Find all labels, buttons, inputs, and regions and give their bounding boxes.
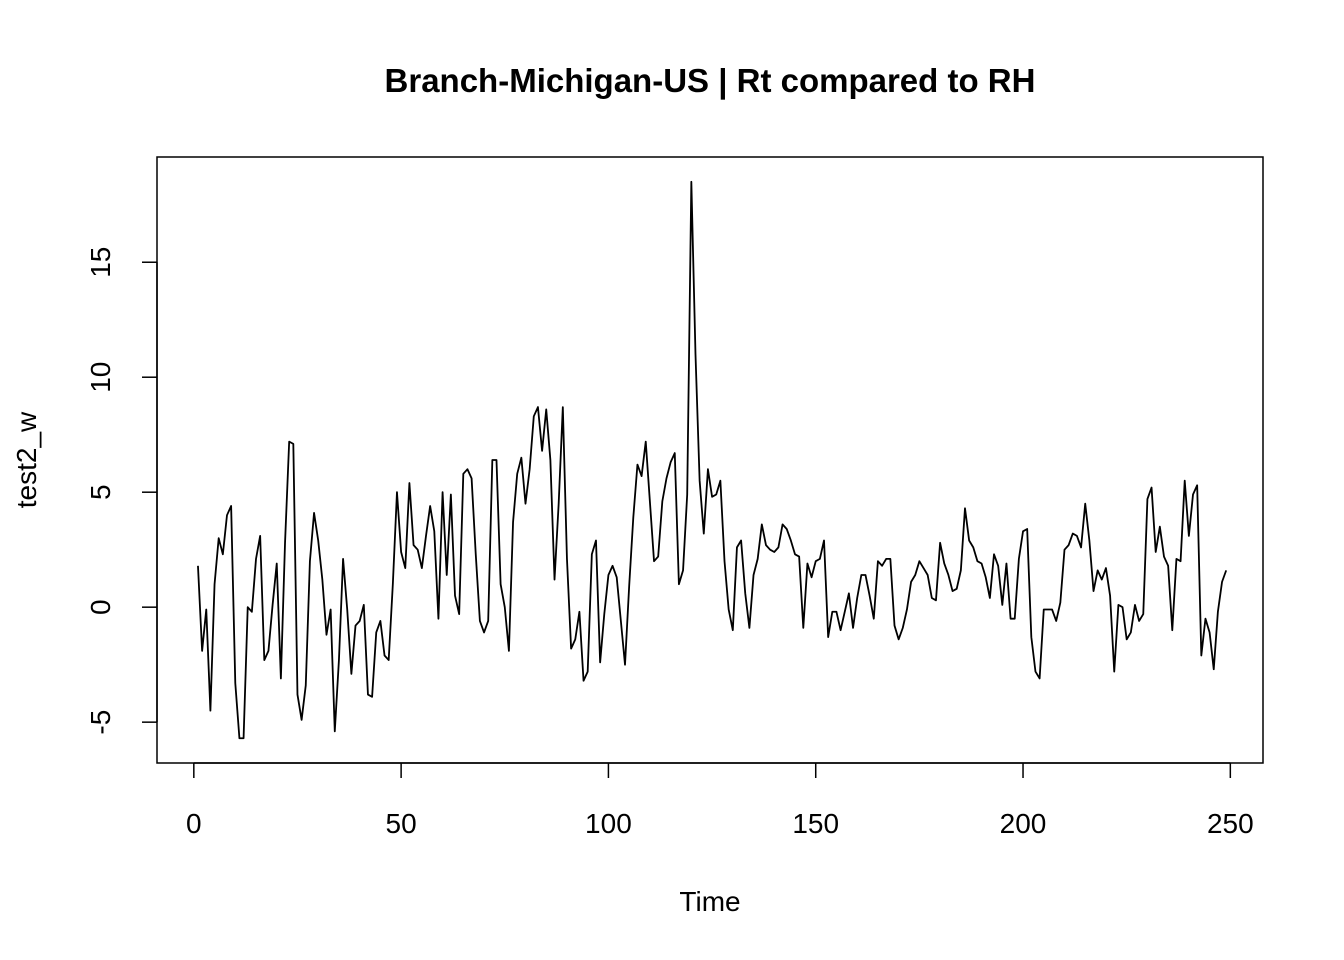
x-tick-label: 250 — [1207, 808, 1254, 839]
y-tick-label: 0 — [85, 599, 116, 615]
x-axis-label: Time — [679, 886, 740, 917]
series-line — [197, 180, 1228, 740]
x-tick-label: 150 — [792, 808, 839, 839]
x-axis: 0 50 100 150 200 250 — [186, 762, 1254, 839]
x-tick-label: 50 — [386, 808, 417, 839]
x-tick-label: 200 — [1000, 808, 1047, 839]
y-tick-label: 10 — [85, 362, 116, 393]
y-tick-label: -5 — [85, 710, 116, 735]
x-tick-label: 100 — [585, 808, 632, 839]
plot-frame — [156, 156, 1264, 764]
x-tick-label: 0 — [186, 808, 202, 839]
y-axis-label: test2_w — [11, 411, 42, 508]
y-tick-label: 15 — [85, 247, 116, 278]
y-axis: -5 0 5 10 15 — [85, 247, 158, 735]
chart-title: Branch-Michigan-US | Rt compared to RH — [385, 62, 1036, 99]
y-tick-label: 5 — [85, 484, 116, 500]
